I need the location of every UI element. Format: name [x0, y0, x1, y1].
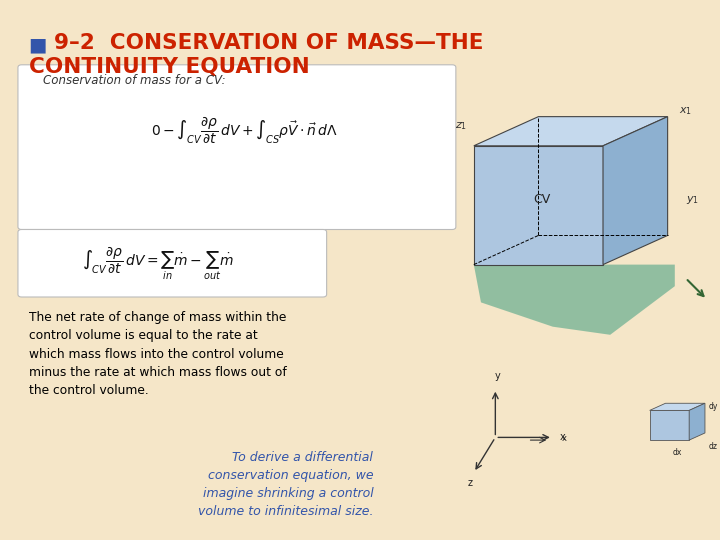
Text: The net rate of change of mass within the
control volume is equal to the rate at: The net rate of change of mass within th… [29, 310, 287, 397]
Text: dy: dy [708, 402, 718, 411]
Text: z: z [468, 478, 473, 488]
Text: dz: dz [708, 442, 718, 451]
Polygon shape [474, 146, 603, 265]
Text: $x_1$: $x_1$ [679, 105, 692, 117]
Text: ■: ■ [29, 35, 47, 54]
Text: $y_1$: $y_1$ [685, 194, 698, 206]
Text: y: y [495, 370, 500, 381]
Polygon shape [474, 265, 675, 335]
Text: To derive a differential
conservation equation, we
imagine shrinking a control
v: To derive a differential conservation eq… [198, 451, 373, 518]
Polygon shape [474, 117, 667, 146]
Text: dx: dx [672, 448, 682, 457]
FancyBboxPatch shape [18, 65, 456, 230]
Text: Conservation of mass for a CV:: Conservation of mass for a CV: [43, 74, 225, 87]
Text: $z_1$: $z_1$ [454, 120, 467, 132]
FancyBboxPatch shape [18, 230, 327, 297]
Text: $0 - \int_{CV} \dfrac{\partial \rho}{\partial t}\,dV + \int_{CS} \rho \vec{V}\cd: $0 - \int_{CV} \dfrac{\partial \rho}{\pa… [150, 114, 338, 145]
Text: CONTINUITY EQUATION: CONTINUITY EQUATION [29, 57, 310, 77]
Polygon shape [649, 403, 705, 410]
Text: 9–2  CONSERVATION OF MASS—THE: 9–2 CONSERVATION OF MASS—THE [54, 33, 483, 53]
Polygon shape [649, 410, 689, 440]
Polygon shape [603, 117, 667, 265]
Text: x: x [560, 433, 566, 442]
Text: x: x [562, 434, 567, 443]
Text: CV: CV [534, 193, 551, 206]
Text: $\int_{CV} \dfrac{\partial \rho}{\partial t}\,dV = \sum_{in} \dot{m} - \sum_{out: $\int_{CV} \dfrac{\partial \rho}{\partia… [82, 244, 234, 282]
Polygon shape [689, 403, 705, 440]
